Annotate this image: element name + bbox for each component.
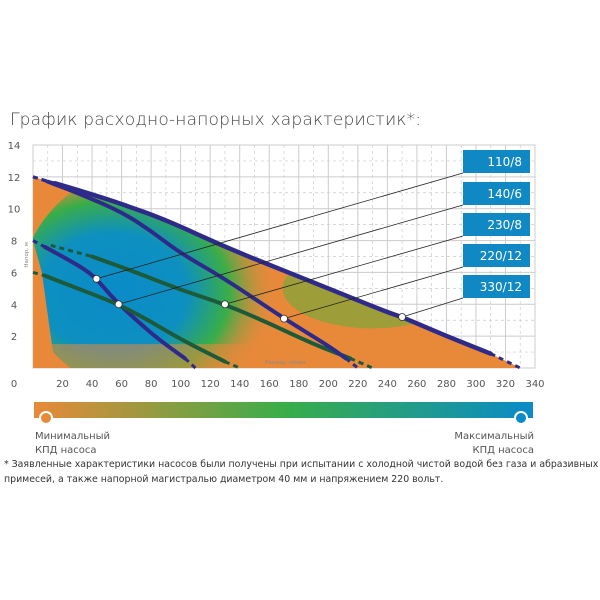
y-tick-label: 2 bbox=[11, 332, 17, 343]
series-label-box bbox=[463, 275, 530, 298]
leader-line bbox=[118, 204, 464, 305]
series-label-box bbox=[463, 182, 530, 205]
x-tick-label: 120 bbox=[201, 379, 220, 390]
series-line-110/8 bbox=[42, 244, 188, 361]
x-tick-label: 160 bbox=[260, 379, 279, 390]
min-label-line2: КПД насоса bbox=[35, 445, 97, 456]
x-tick-label: 100 bbox=[171, 379, 190, 390]
x-tick-label: 320 bbox=[496, 379, 515, 390]
leader-line bbox=[401, 297, 464, 318]
series-dash-end bbox=[184, 357, 197, 370]
x-axis-label: Расход, л/мин bbox=[265, 360, 306, 366]
footnote: * Заявленные характеристики насосов были… bbox=[4, 459, 599, 485]
chart-title: График расходно-напорных характеристик*: bbox=[10, 110, 422, 130]
series-line-140/6 bbox=[42, 273, 227, 364]
y-tick-label: 12 bbox=[8, 173, 21, 184]
series-label: 110/8 bbox=[487, 155, 522, 169]
efficiency-zone-bottom bbox=[33, 344, 521, 368]
min-label-line1: Минимальный bbox=[35, 431, 111, 442]
min-efficiency-marker bbox=[39, 411, 53, 425]
x-tick-label: 340 bbox=[525, 379, 544, 390]
max-label-line1: Максимальный bbox=[454, 431, 534, 442]
y-tick-label: 8 bbox=[11, 237, 17, 248]
x-tick-label: 80 bbox=[145, 379, 158, 390]
leader-line bbox=[283, 266, 464, 320]
series-label: 230/8 bbox=[487, 218, 522, 232]
efficiency-color-bar bbox=[34, 402, 533, 418]
x-tick-label: 60 bbox=[115, 379, 128, 390]
y-tick-label: 6 bbox=[11, 268, 17, 279]
x-tick-label: 40 bbox=[86, 379, 99, 390]
y-axis-label: Напор, м bbox=[24, 242, 30, 268]
x-tick-label: 200 bbox=[319, 379, 338, 390]
efficiency-zone-low bbox=[33, 240, 56, 368]
max-efficiency-label: Максимальный КПД насоса bbox=[454, 430, 534, 458]
x-tick-label: 260 bbox=[407, 379, 426, 390]
series-label-box bbox=[463, 244, 530, 267]
series-dash-end bbox=[224, 360, 241, 370]
series-label: 220/12 bbox=[480, 249, 522, 263]
series-label: 330/12 bbox=[480, 280, 522, 294]
x-tick-label: 0 bbox=[11, 379, 17, 390]
x-tick-label: 280 bbox=[437, 379, 456, 390]
series-line-330/12 bbox=[52, 180, 493, 356]
series-dash-end bbox=[349, 357, 374, 370]
max-label-line2: КПД насоса bbox=[472, 445, 534, 456]
series-label: 140/6 bbox=[487, 187, 522, 201]
x-tick-label: 20 bbox=[56, 379, 69, 390]
series-dash-end bbox=[345, 357, 359, 370]
y-tick-label: 10 bbox=[8, 205, 21, 216]
series-marker bbox=[92, 274, 101, 283]
x-tick-label: 220 bbox=[348, 379, 367, 390]
series-label-box bbox=[463, 213, 530, 236]
y-tick-label: 4 bbox=[11, 300, 17, 311]
leader-line bbox=[224, 235, 464, 305]
min-efficiency-label: Минимальный КПД насоса bbox=[35, 430, 110, 458]
leader-line bbox=[96, 172, 464, 280]
y-tick-label: 14 bbox=[8, 141, 21, 152]
max-efficiency-marker bbox=[514, 411, 528, 425]
x-tick-label: 240 bbox=[378, 379, 397, 390]
series-marker bbox=[221, 300, 229, 309]
x-tick-label: 300 bbox=[466, 379, 485, 390]
series-marker bbox=[114, 300, 123, 309]
series-marker bbox=[280, 314, 288, 323]
series-marker bbox=[398, 313, 407, 321]
series-label-box bbox=[463, 150, 530, 173]
x-tick-label: 180 bbox=[289, 379, 308, 390]
x-tick-label: 140 bbox=[230, 379, 249, 390]
series-dash-end bbox=[490, 352, 521, 370]
